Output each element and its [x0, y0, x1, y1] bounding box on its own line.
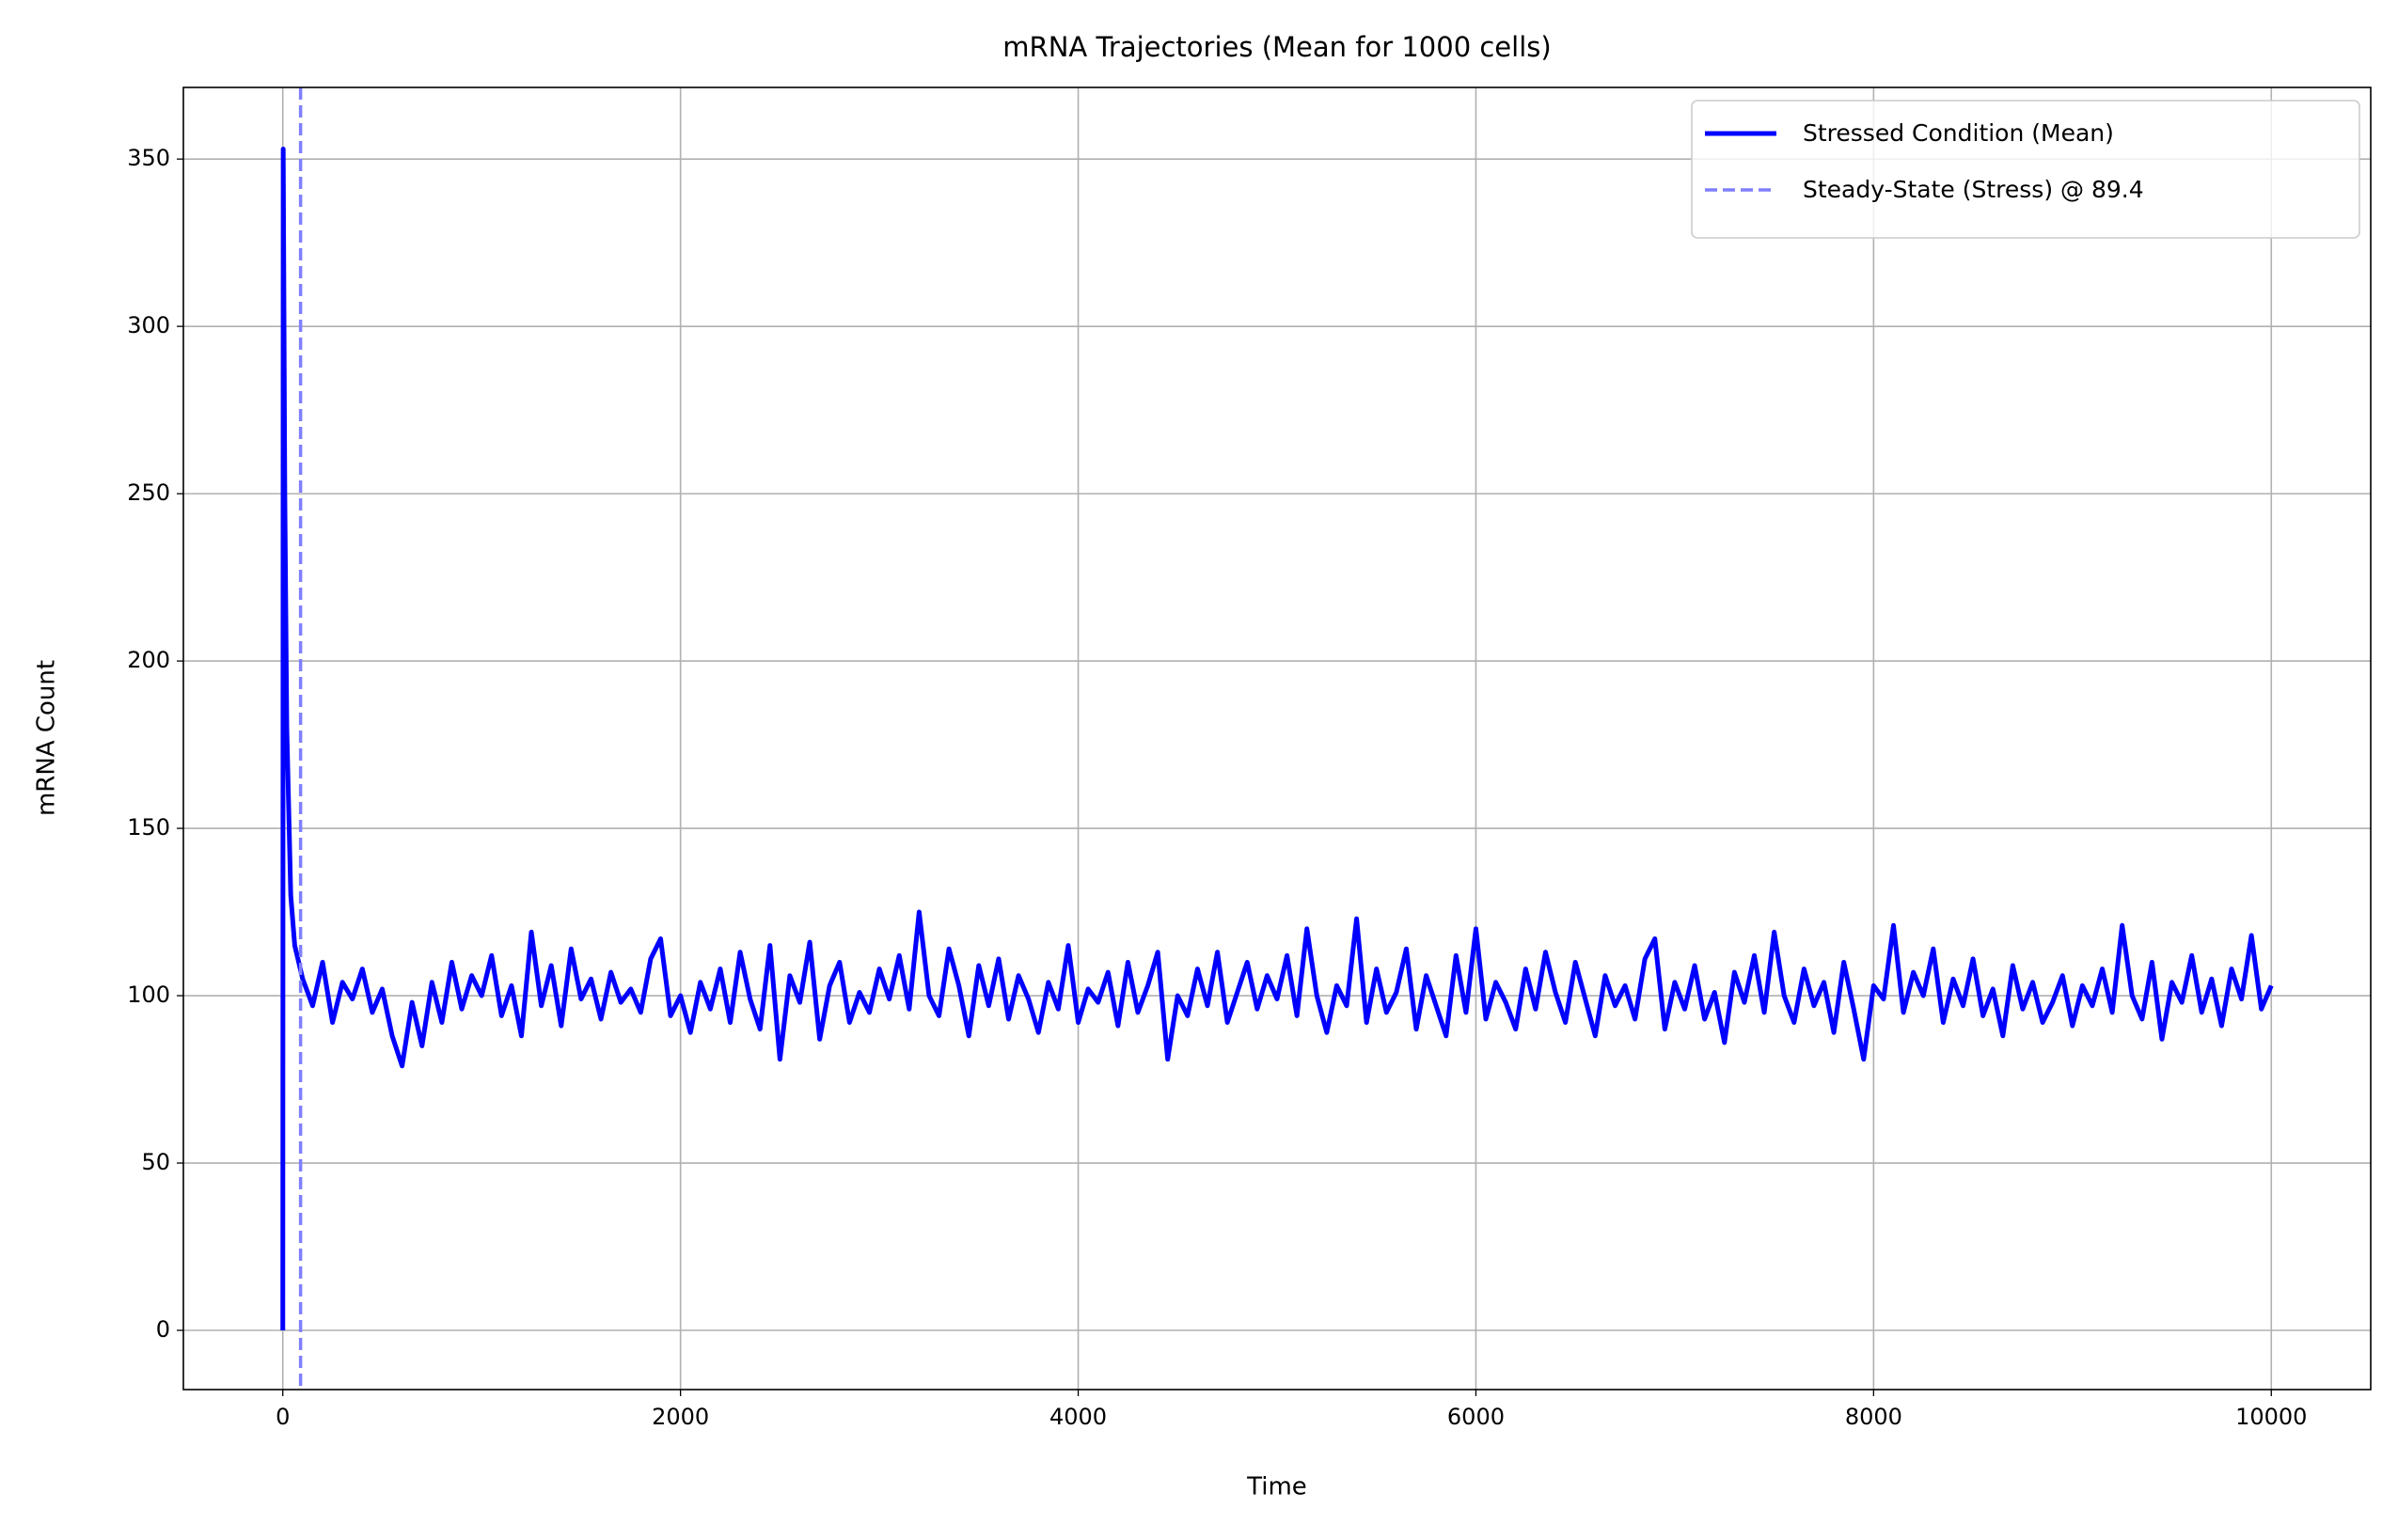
y-tick-label: 0: [156, 1316, 170, 1343]
y-tick-label: 150: [127, 814, 170, 841]
x-tick-label: 6000: [1447, 1404, 1505, 1430]
y-axis-label: mRNA Count: [33, 660, 61, 816]
y-tick-label: 350: [127, 145, 170, 171]
y-tick-label: 200: [127, 647, 170, 673]
x-tick-label: 4000: [1049, 1404, 1107, 1430]
y-tick-label: 50: [141, 1149, 170, 1175]
y-tick-label: 300: [127, 312, 170, 338]
x-axis-label: Time: [1246, 1473, 1307, 1501]
x-tick-label: 2000: [652, 1404, 709, 1430]
legend-box: [1691, 100, 2360, 239]
legend-label: Stressed Condition (Mean): [1803, 119, 2114, 147]
data-line: [280, 146, 2274, 1331]
legend-label: Steady-State (Stress) @ 89.4: [1803, 176, 2144, 203]
y-tick-label: 100: [127, 982, 170, 1008]
x-tick-label: 8000: [1845, 1404, 1902, 1430]
plot-frame: [182, 86, 2372, 1391]
y-tick-label: 250: [127, 479, 170, 506]
x-tick-label: 10000: [2235, 1404, 2307, 1430]
chart-title: mRNA Trajectories (Mean for 1000 cells): [1002, 31, 1551, 63]
x-tick-label: 0: [276, 1404, 290, 1430]
